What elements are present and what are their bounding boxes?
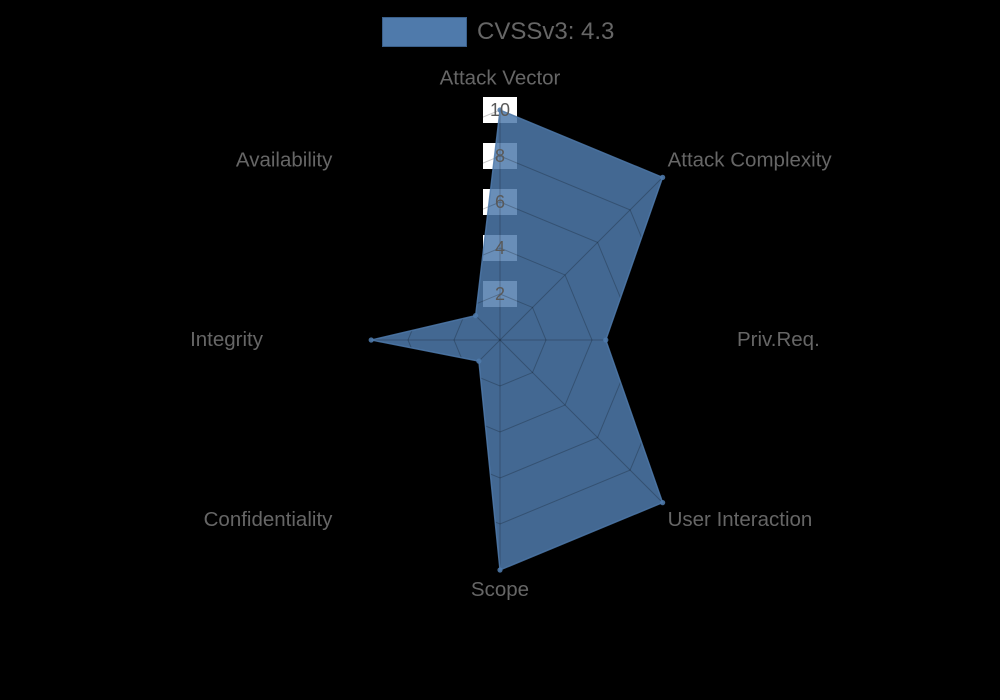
svg-text:4: 4 xyxy=(495,238,505,258)
svg-text:6: 6 xyxy=(495,192,505,212)
svg-text:10: 10 xyxy=(490,100,510,120)
svg-text:8: 8 xyxy=(495,146,505,166)
svg-text:2: 2 xyxy=(495,284,505,304)
